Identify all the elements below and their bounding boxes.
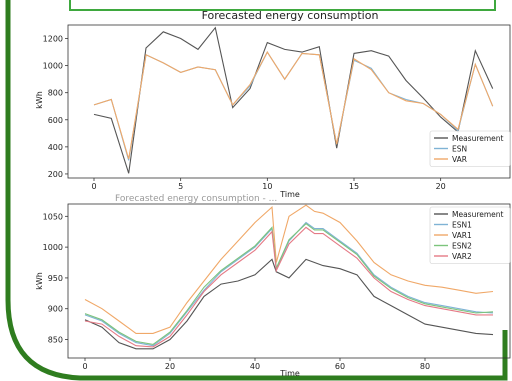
chart2-y-tick-label: 950 <box>48 274 63 283</box>
chart2-legend-label: Measurement <box>452 210 504 219</box>
chart2-y-tick-label: 1000 <box>43 243 63 252</box>
chart2-series-esn2-line <box>84 222 494 345</box>
chart2-x-tick-label: 80 <box>420 362 430 371</box>
chart1-series-measurement-line <box>93 26 494 174</box>
chart1-y-tick-label: 1000 <box>43 62 63 71</box>
chart1-y-tick-label: 1200 <box>43 35 63 44</box>
chart2-y-tick-label: 900 <box>48 305 63 314</box>
chart2-x-label: Time <box>279 369 300 378</box>
chart2-y-ticks: 850 900 950 1000 1050 <box>43 212 68 345</box>
chart1-y-ticks: 200 400 600 800 1000 1200 <box>43 35 68 179</box>
chart1-legend-label: ESN <box>452 145 467 154</box>
chart1-x-tick-label: 15 <box>349 182 359 191</box>
chart1-x-tick-label: 0 <box>91 182 96 191</box>
chart2-series-var1-line <box>84 204 494 334</box>
chart2-plot-area <box>67 203 511 359</box>
chart1-y-tick-label: 400 <box>48 143 63 152</box>
chart1-title: Forecasted energy consumption <box>202 9 379 22</box>
chart1-x-ticks: 0 5 10 15 20 <box>91 178 446 191</box>
chart1-y-label: kWh <box>35 91 44 109</box>
chart1-series-var-line <box>93 51 494 160</box>
chart2-legend-box <box>429 206 511 264</box>
chart1-x-tick-label: 20 <box>436 182 446 191</box>
chart1-plot-area <box>67 24 511 179</box>
chart2-x-tick-label: 60 <box>335 362 345 371</box>
chart2-legend-label: VAR1 <box>452 231 472 240</box>
chart2-y-label: kWh <box>35 272 44 290</box>
chart2-legend-label: VAR2 <box>452 252 472 261</box>
chart2-x-tick-label: 40 <box>250 362 260 371</box>
chart1-legend-label: VAR <box>452 155 467 164</box>
chart2-x-ticks: 0 20 40 60 80 <box>82 358 430 371</box>
chart2-legend-label: ESN1 <box>452 221 472 230</box>
chart2-x-tick-label: 20 <box>165 362 175 371</box>
chart1-legend-box <box>429 130 511 167</box>
chart2-y-tick-label: 1050 <box>43 212 63 221</box>
chart1-legend-label: Measurement <box>452 134 504 143</box>
frame-border <box>69 0 496 11</box>
chart1-y-tick-label: 800 <box>48 89 63 98</box>
chart2-overlay-text: Forecasted energy consumption - ... <box>115 194 277 204</box>
chart1-x-tick-label: 10 <box>262 182 272 191</box>
chart1-x-label: Time <box>279 190 300 199</box>
chart2-series-lines <box>84 204 494 350</box>
chart1-series-lines <box>93 26 494 174</box>
chart1-x-tick-label: 5 <box>178 182 183 191</box>
chart2-series-measurement-line <box>84 258 494 350</box>
chart2-series-var2-line <box>84 226 493 348</box>
chart2-y-tick-label: 850 <box>48 336 63 345</box>
chart1-y-tick-label: 200 <box>48 170 63 179</box>
frame-border-rounded <box>5 0 508 381</box>
chart1-y-tick-label: 600 <box>48 116 63 125</box>
chart2-x-tick-label: 0 <box>82 362 87 371</box>
chart2-legend-label: ESN2 <box>452 242 472 251</box>
